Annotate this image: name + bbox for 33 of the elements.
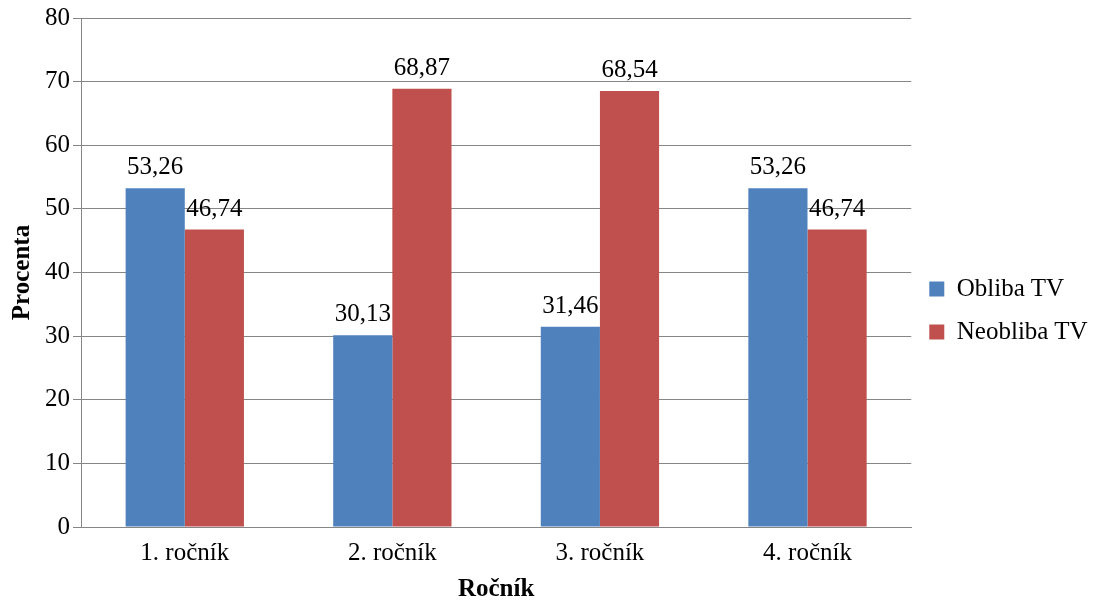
y-tick-label: 40 bbox=[45, 257, 70, 285]
legend-label: Neobliba TV bbox=[956, 316, 1088, 344]
y-tick-label: 80 bbox=[45, 2, 70, 30]
bar bbox=[748, 188, 808, 527]
y-tick-label: 50 bbox=[45, 193, 70, 221]
y-tick-label: 70 bbox=[45, 66, 70, 94]
bar bbox=[807, 229, 867, 527]
bar bbox=[184, 229, 244, 527]
y-tick-label: 0 bbox=[57, 511, 70, 539]
bar bbox=[125, 188, 185, 527]
y-tick-label: 60 bbox=[45, 129, 70, 157]
data-label: 31,46 bbox=[542, 290, 599, 318]
y-axis-title: Procenta bbox=[7, 224, 35, 321]
x-tick-label: 2. ročník bbox=[347, 537, 438, 565]
x-axis-title: Ročník bbox=[457, 574, 535, 602]
bar bbox=[333, 335, 393, 527]
bar bbox=[392, 88, 452, 527]
data-label: 30,13 bbox=[334, 299, 391, 327]
data-label: 46,74 bbox=[186, 193, 243, 221]
data-label: 68,87 bbox=[393, 52, 451, 80]
y-tick-label: 20 bbox=[45, 384, 70, 412]
y-tick-label: 10 bbox=[45, 447, 70, 475]
data-label: 46,74 bbox=[808, 193, 866, 221]
legend-label: Obliba TV bbox=[956, 273, 1064, 301]
data-label: 68,54 bbox=[601, 54, 659, 82]
data-label: 53,26 bbox=[127, 152, 184, 180]
data-label: 53,26 bbox=[749, 152, 807, 180]
bar bbox=[540, 326, 600, 527]
bar bbox=[599, 90, 660, 527]
y-tick-label: 30 bbox=[45, 320, 70, 348]
x-tick-label: 3. ročník bbox=[555, 537, 645, 565]
x-tick-label: 4. ročník bbox=[763, 537, 853, 565]
x-tick-label: 1. ročník bbox=[140, 537, 230, 565]
